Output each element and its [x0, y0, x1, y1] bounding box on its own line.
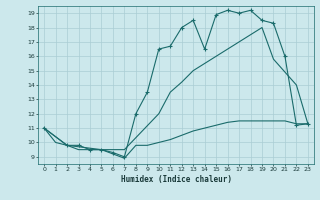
- X-axis label: Humidex (Indice chaleur): Humidex (Indice chaleur): [121, 175, 231, 184]
